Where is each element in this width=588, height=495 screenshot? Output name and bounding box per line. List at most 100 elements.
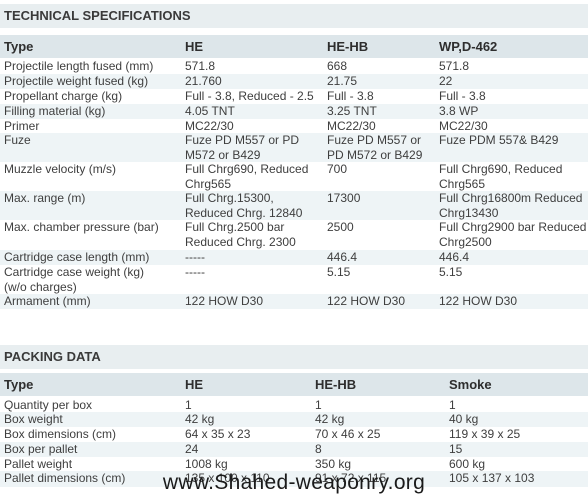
cell-value: 17300 — [327, 191, 361, 205]
table-row: Box weight 42 kg 42 kg 40 kg — [0, 412, 588, 427]
table-row: Quantity per box 1 1 1 — [0, 398, 588, 412]
table-row: Propellant charge (kg) Full - 3.8, Reduce… — [0, 89, 588, 104]
cell-value: Full Chrg.15300, Reduced Chrg. 12840 — [185, 191, 303, 220]
table-row: Projectile length fused (mm) 571.8 668 571.… — [0, 59, 588, 74]
cell-value: 668 — [327, 59, 348, 73]
cell-value: 21.75 — [327, 74, 358, 88]
row-label: Pallet weight — [4, 457, 73, 471]
cell-value: Full Chrg690, Reduced Chrg565 — [439, 162, 563, 191]
cell-value: Full - 3.8 — [327, 89, 374, 103]
table-row: Pallet dimensions (cm) 135 x 100 x 110 91 … — [0, 471, 588, 487]
cell-value: ----- — [185, 265, 205, 279]
row-label: Max. range (m) — [4, 191, 86, 205]
header-cell: Type — [4, 39, 34, 54]
cell-value: MC22/30 — [327, 119, 376, 133]
row-label: Filling material (kg) — [4, 104, 106, 118]
table-row: Box dimensions (cm) 64 x 35 x 23 70 x 46 x… — [0, 427, 588, 442]
row-label: Projectile length fused (mm) — [4, 59, 154, 73]
header-cell: Smoke — [449, 377, 492, 392]
cell-value: 91 x 72 x 115 — [315, 471, 387, 485]
packing-data-title: PACKING DATA — [0, 345, 588, 369]
table-row: Filling material (kg) 4.05 TNT 3.25 TNT 3.8… — [0, 104, 588, 119]
row-label: Box dimensions (cm) — [4, 427, 117, 441]
header-cell: HE — [185, 39, 204, 54]
cell-value: 119 x 39 x 25 — [449, 427, 521, 441]
cell-value: 3.8 WP — [439, 104, 479, 118]
cell-value: Full - 3.8 — [439, 89, 486, 103]
cell-value: 15 — [449, 442, 463, 456]
cell-value: 446.4 — [439, 250, 470, 264]
cell-value: Fuze PDM 557& B429 — [439, 133, 559, 147]
cell-value: Full Chrg.2500 bar Reduced Chrg. 2300 — [185, 220, 296, 249]
row-label: Cartridge case weight (kg) (w/o charges) — [4, 265, 145, 294]
cell-value: 2500 — [327, 220, 354, 234]
cell-value: Full Chrg16800m Reduced Chrg13430 — [439, 191, 583, 220]
header-cell: WP,D-462 — [439, 39, 498, 54]
cell-value: 22 — [439, 74, 453, 88]
table-row: Max. range (m) Full Chrg.15300, Reduced C… — [0, 191, 588, 220]
cell-value: Fuze PD M557 or PD M572 or B429 — [185, 133, 300, 162]
table-row: Pallet weight 1008 kg 350 kg 600 kg — [0, 457, 588, 471]
packing-header-row: Type HE HE-HB Smoke — [0, 373, 588, 396]
cell-value: 5.15 — [439, 265, 463, 279]
cell-value: 1008 kg — [185, 457, 228, 471]
table-row: Cartridge case weight (kg) (w/o charges)… — [0, 265, 588, 294]
cell-value: 4.05 TNT — [185, 104, 235, 118]
tech-spec-title: TECHNICAL SPECIFICATIONS — [0, 4, 588, 28]
cell-value: 122 HOW D30 — [185, 294, 264, 308]
cell-value: 70 x 46 x 25 — [315, 427, 381, 441]
header-cell: HE — [185, 377, 204, 392]
cell-value: 3.25 TNT — [327, 104, 377, 118]
header-cell: HE-HB — [327, 39, 369, 54]
cell-value: 122 HOW D30 — [439, 294, 518, 308]
cell-value: 1 — [449, 398, 456, 412]
table-row: Muzzle velocity (m/s) Full Chrg690, Reduc… — [0, 162, 588, 191]
cell-value: Full - 3.8, Reduced - 2.5 — [185, 89, 314, 103]
cell-value: 350 kg — [315, 457, 352, 471]
cell-value: 40 kg — [449, 412, 479, 426]
cell-value: MC22/30 — [439, 119, 488, 133]
row-label: Muzzle velocity (m/s) — [4, 162, 117, 176]
header-cell: HE-HB — [315, 377, 357, 392]
watermark: www.Shahed-weaponry.org — [162, 471, 426, 494]
cell-value: 135 x 100 x 110 — [185, 471, 270, 485]
cell-value: 21.760 — [185, 74, 222, 88]
row-label: Box per pallet — [4, 442, 78, 456]
tech-spec-header-row: Type HE HE-HB WP,D-462 — [0, 35, 588, 58]
cell-value: 571.8 — [185, 59, 216, 73]
cell-value: 64 x 35 x 23 — [185, 427, 251, 441]
cell-value: Fuze PD M557 or PD M572 or B429 — [327, 133, 423, 162]
row-label: Primer — [4, 119, 40, 133]
cell-value: 446.4 — [327, 250, 358, 264]
table-row: Cartridge case length (mm) ----- 446.4 446.… — [0, 250, 588, 265]
cell-value: 105 x 137 x 103 — [449, 471, 535, 485]
cell-value: Full Chrg2900 bar Reduced Chrg2500 — [439, 220, 587, 249]
cell-value: 42 kg — [315, 412, 345, 426]
cell-value: 1 — [315, 398, 322, 412]
cell-value: 24 — [185, 442, 199, 456]
row-label: Quantity per box — [4, 398, 93, 412]
row-label: Fuze — [4, 133, 31, 147]
cell-value: ----- — [185, 250, 205, 264]
row-label: Box weight — [4, 412, 63, 426]
cell-value: 700 — [327, 162, 348, 176]
cell-value: MC22/30 — [185, 119, 234, 133]
row-label: Cartridge case length (mm) — [4, 250, 150, 264]
row-label: Propellant charge (kg) — [4, 89, 123, 103]
row-label: Projectile weight fused (kg) — [4, 74, 149, 88]
row-label: Pallet dimensions (cm) — [4, 471, 126, 485]
header-cell: Type — [4, 377, 34, 392]
table-row: Fuze Fuze PD M557 or PD M572 or B429 Fuze … — [0, 133, 588, 162]
cell-value: 5.15 — [327, 265, 351, 279]
cell-value: 571.8 — [439, 59, 470, 73]
cell-value: 8 — [315, 442, 322, 456]
table-row: Projectile weight fused (kg) 21.760 21.75 2… — [0, 74, 588, 89]
cell-value: 1 — [185, 398, 192, 412]
cell-value: 600 kg — [449, 457, 486, 471]
cell-value: Full Chrg690, Reduced Chrg565 — [185, 162, 309, 191]
cell-value: 42 kg — [185, 412, 215, 426]
row-label: Armament (mm) — [4, 294, 91, 308]
table-row: Max. chamber pressure (bar) Full Chrg.250… — [0, 220, 588, 250]
table-row: Primer MC22/30 MC22/30 MC22/30 — [0, 119, 588, 133]
row-label: Max. chamber pressure (bar) — [4, 220, 159, 234]
